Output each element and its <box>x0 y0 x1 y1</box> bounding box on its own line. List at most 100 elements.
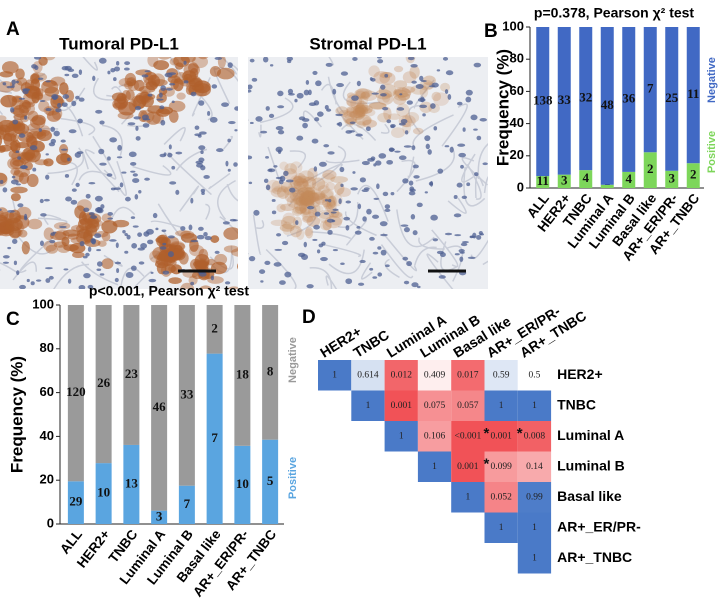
stained-cell <box>422 82 435 89</box>
nucleus <box>335 113 343 117</box>
stained-cell <box>294 204 307 214</box>
nucleus <box>326 218 335 223</box>
nucleus <box>60 148 68 151</box>
nucleus <box>77 118 83 124</box>
stained-cell <box>302 211 317 222</box>
stained-cell <box>296 180 309 188</box>
nucleus <box>134 105 142 111</box>
legend-label: Positive <box>287 457 299 499</box>
stained-cell <box>292 192 301 205</box>
stained-cell <box>223 227 238 240</box>
stained-cell <box>335 106 349 116</box>
nucleus <box>377 246 382 250</box>
heatmap-cell <box>484 451 518 482</box>
fiber <box>342 81 381 105</box>
stained-cell <box>336 187 351 198</box>
heatmap-cell <box>484 421 518 452</box>
nucleus <box>49 239 56 244</box>
nucleus <box>330 211 337 214</box>
stained-cell <box>237 263 238 270</box>
stained-cell <box>401 86 416 94</box>
nucleus <box>274 248 283 251</box>
stained-cell <box>182 70 197 83</box>
stained-cell <box>19 99 32 114</box>
nucleus <box>402 256 409 261</box>
nucleus <box>199 131 207 135</box>
count-label: 29 <box>69 494 83 509</box>
stained-cell <box>308 192 326 201</box>
nucleus <box>22 88 31 92</box>
nucleus <box>253 209 260 216</box>
nucleus <box>45 107 52 112</box>
stained-cell <box>43 240 58 252</box>
cell-value: 0.14 <box>526 462 543 472</box>
nucleus <box>286 57 294 61</box>
stained-cell <box>328 195 337 208</box>
nucleus <box>305 79 310 85</box>
stained-cell <box>295 196 304 206</box>
nucleus <box>79 240 85 247</box>
stained-cell <box>187 33 202 41</box>
stained-cell <box>266 179 281 193</box>
stained-cell <box>0 71 14 78</box>
nucleus <box>356 80 361 87</box>
stained-cell <box>210 235 220 243</box>
nucleus <box>436 69 441 72</box>
nucleus <box>338 198 342 205</box>
row-label: Luminal A <box>557 427 624 443</box>
nucleus <box>138 190 142 194</box>
nucleus <box>35 279 42 282</box>
nucleus <box>444 232 453 236</box>
stained-cell <box>324 200 333 213</box>
nucleus <box>165 87 173 91</box>
nucleus <box>201 191 205 195</box>
nucleus <box>225 160 229 167</box>
nucleus <box>44 267 53 270</box>
nucleus <box>194 125 200 130</box>
nucleus <box>62 94 70 99</box>
nucleus <box>224 281 231 285</box>
stained-cell <box>290 197 307 206</box>
nucleus <box>284 271 292 278</box>
nucleus <box>45 153 49 156</box>
nucleus <box>482 162 488 166</box>
cell-value: 0.614 <box>357 370 379 380</box>
stained-cell <box>326 196 336 210</box>
count-label: 13 <box>125 475 139 490</box>
stained-cell <box>304 187 322 195</box>
nucleus <box>430 103 436 109</box>
cell-value: 1 <box>532 523 537 533</box>
fiber <box>461 157 488 186</box>
nucleus <box>114 277 119 283</box>
nucleus <box>318 161 327 167</box>
nucleus <box>61 66 69 71</box>
nucleus <box>312 70 318 75</box>
nucleus <box>167 152 173 158</box>
nucleus <box>422 113 426 117</box>
stained-cell <box>303 197 313 208</box>
stained-cell <box>279 161 289 171</box>
nucleus <box>277 90 284 97</box>
stained-cell <box>299 192 309 203</box>
heatmap-cell <box>351 390 385 421</box>
nucleus <box>85 193 91 199</box>
fiber <box>205 203 211 220</box>
nucleus <box>453 194 458 199</box>
nucleus <box>269 64 274 67</box>
nucleus <box>456 101 463 106</box>
count-label: 48 <box>601 97 615 112</box>
nucleus <box>95 207 103 213</box>
count-label: 138 <box>533 93 553 108</box>
nucleus <box>248 181 253 185</box>
nucleus <box>96 249 102 252</box>
stained-cell <box>304 228 313 237</box>
count-label: 3 <box>669 170 676 185</box>
count-label: 23 <box>125 366 139 381</box>
nucleus <box>357 203 362 210</box>
bar-segment <box>151 305 168 511</box>
bar-segment <box>579 27 593 171</box>
fiber <box>407 156 415 179</box>
cell-value: 1 <box>465 492 470 502</box>
heatmap-cell <box>318 360 352 391</box>
nucleus <box>45 174 50 180</box>
